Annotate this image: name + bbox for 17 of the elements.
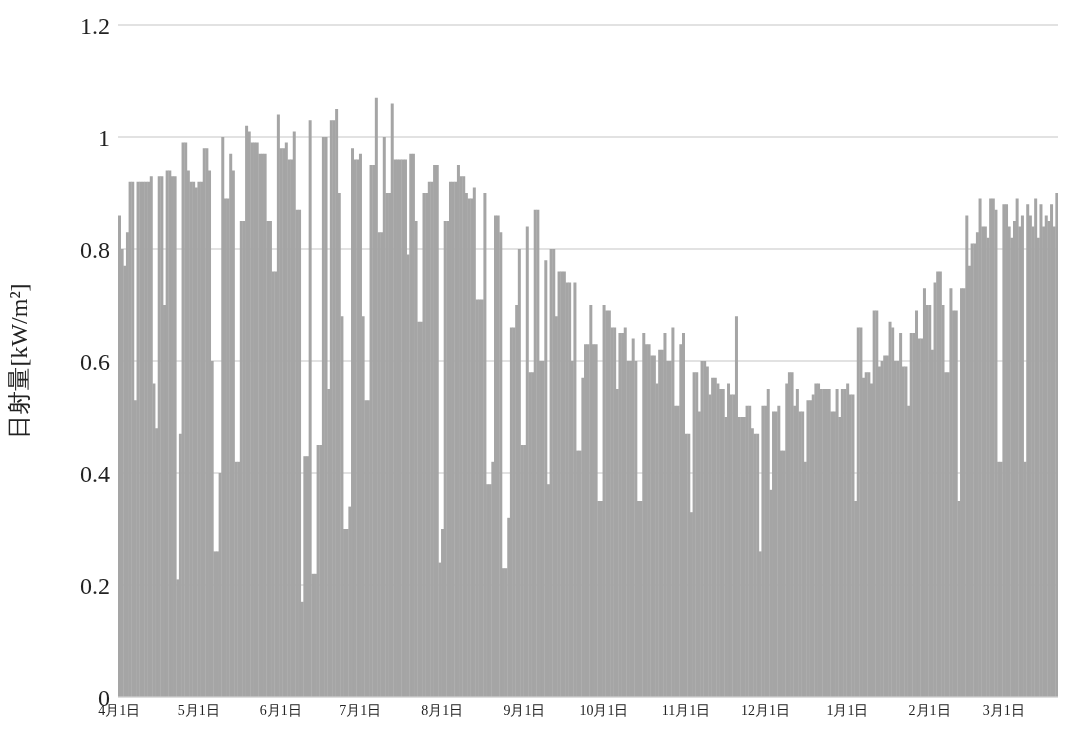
y-tick-label: 0.2 xyxy=(80,572,110,599)
x-tick-label: 6月1日 xyxy=(259,702,302,718)
y-tick-label: 0.8 xyxy=(80,236,110,263)
x-tick-label: 11月1日 xyxy=(661,702,711,718)
y-tick-label: 1.2 xyxy=(80,12,110,39)
x-tick-label: 5月1日 xyxy=(177,702,220,718)
x-tick-label: 7月1日 xyxy=(339,702,382,718)
y-tick-label: 0.6 xyxy=(80,348,110,375)
x-tick-label: 9月1日 xyxy=(503,702,546,718)
x-tick-label: 12月1日 xyxy=(740,702,790,718)
x-tick-label: 10月1日 xyxy=(579,702,629,718)
x-tick-label: 1月1日 xyxy=(826,702,869,718)
y-tick-label: 1 xyxy=(98,124,110,151)
x-tick-label: 2月1日 xyxy=(908,702,951,718)
x-tick-label: 8月1日 xyxy=(421,702,464,718)
y-tick-label: 0.4 xyxy=(80,460,110,487)
x-tick-label: 3月1日 xyxy=(982,702,1025,718)
